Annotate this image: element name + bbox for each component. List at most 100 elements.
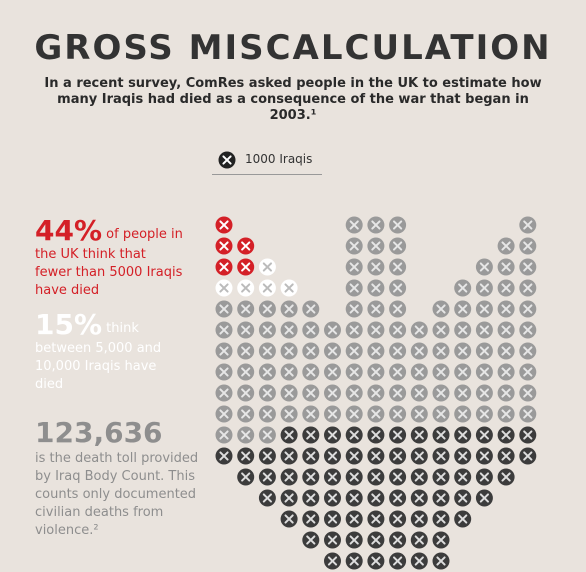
person-icon bbox=[367, 321, 385, 339]
person-icon bbox=[475, 279, 493, 297]
person-icon bbox=[215, 258, 233, 276]
person-icon bbox=[302, 321, 320, 339]
person-icon bbox=[237, 426, 255, 444]
person-icon bbox=[302, 468, 320, 486]
person-icon bbox=[237, 321, 255, 339]
person-icon bbox=[410, 531, 428, 549]
person-icon bbox=[258, 468, 276, 486]
person-icon bbox=[280, 510, 298, 528]
person-icon bbox=[432, 552, 450, 570]
person-icon bbox=[367, 216, 385, 234]
person-icon bbox=[215, 384, 233, 402]
person-icon bbox=[280, 279, 298, 297]
person-icon bbox=[280, 363, 298, 381]
person-icon bbox=[345, 384, 363, 402]
person-icon bbox=[302, 384, 320, 402]
person-icon bbox=[258, 384, 276, 402]
person-icon bbox=[324, 426, 341, 444]
person-icon bbox=[324, 384, 341, 402]
stat-figure: 123,636 bbox=[35, 416, 163, 449]
person-icon bbox=[280, 342, 298, 360]
person-icon bbox=[454, 426, 472, 444]
person-icon bbox=[280, 468, 298, 486]
person-icon bbox=[389, 321, 407, 339]
person-icon bbox=[454, 405, 472, 423]
person-icon bbox=[302, 510, 320, 528]
person-icon bbox=[237, 447, 255, 465]
person-icon bbox=[302, 447, 320, 465]
person-icon bbox=[345, 531, 363, 549]
person-icon bbox=[302, 531, 320, 549]
title: GROSS MISCALCULATION bbox=[34, 28, 552, 68]
person-icon bbox=[475, 321, 493, 339]
person-icon bbox=[215, 405, 233, 423]
stat-text: think between 5,000 and 10,000 Iraqis ha… bbox=[35, 321, 162, 392]
person-icon bbox=[475, 426, 493, 444]
person-icon bbox=[345, 426, 363, 444]
person-icon bbox=[432, 384, 450, 402]
person-icon bbox=[367, 552, 385, 570]
person-icon bbox=[367, 405, 385, 423]
person-icon bbox=[519, 321, 537, 339]
person-icon bbox=[432, 426, 450, 444]
person-icon bbox=[280, 489, 298, 507]
person-icon bbox=[345, 237, 363, 255]
person-icon bbox=[475, 300, 493, 318]
person-icon bbox=[302, 405, 320, 423]
person-icon bbox=[389, 384, 407, 402]
person-icon bbox=[432, 405, 450, 423]
stat-text: of people in the UK think that fewer tha… bbox=[35, 227, 183, 298]
person-icon bbox=[454, 447, 472, 465]
person-icon bbox=[497, 447, 515, 465]
person-icon bbox=[454, 342, 472, 360]
person-icon bbox=[410, 489, 428, 507]
person-icon bbox=[215, 426, 233, 444]
person-icon bbox=[215, 279, 233, 297]
person-icon bbox=[454, 279, 472, 297]
stat-figure: 15% bbox=[35, 308, 103, 341]
person-icon bbox=[389, 405, 407, 423]
person-icon bbox=[345, 363, 363, 381]
person-icon bbox=[215, 447, 233, 465]
person-icon bbox=[367, 510, 385, 528]
person-icon bbox=[258, 489, 276, 507]
person-icon bbox=[324, 510, 341, 528]
person-icon bbox=[237, 468, 255, 486]
person-icon bbox=[345, 216, 363, 234]
person-icon bbox=[389, 531, 407, 549]
person-icon bbox=[497, 300, 515, 318]
person-icon bbox=[497, 342, 515, 360]
person-icon bbox=[519, 237, 537, 255]
person-icon bbox=[324, 552, 341, 570]
person-icon bbox=[432, 342, 450, 360]
person-icon bbox=[475, 489, 493, 507]
person-icon bbox=[432, 510, 450, 528]
person-icon bbox=[367, 426, 385, 444]
person-icon bbox=[258, 447, 276, 465]
person-icon bbox=[497, 363, 515, 381]
person-icon bbox=[497, 468, 515, 486]
person-icon bbox=[237, 342, 255, 360]
person-icon bbox=[519, 384, 537, 402]
person-icon bbox=[389, 363, 407, 381]
person-icon bbox=[475, 405, 493, 423]
person-icon bbox=[454, 321, 472, 339]
person-icon bbox=[258, 258, 276, 276]
person-icon bbox=[302, 342, 320, 360]
person-icon bbox=[410, 510, 428, 528]
person-icon bbox=[497, 279, 515, 297]
person-icon bbox=[345, 258, 363, 276]
person-icon bbox=[389, 447, 407, 465]
person-icon bbox=[497, 384, 515, 402]
person-icon bbox=[258, 405, 276, 423]
person-icon bbox=[218, 151, 236, 169]
person-icon bbox=[389, 216, 407, 234]
person-icon bbox=[324, 447, 341, 465]
person-icon bbox=[302, 426, 320, 444]
person-icon bbox=[497, 237, 515, 255]
person-icon bbox=[215, 342, 233, 360]
person-icon bbox=[519, 405, 537, 423]
person-icon bbox=[432, 447, 450, 465]
person-icon bbox=[389, 237, 407, 255]
